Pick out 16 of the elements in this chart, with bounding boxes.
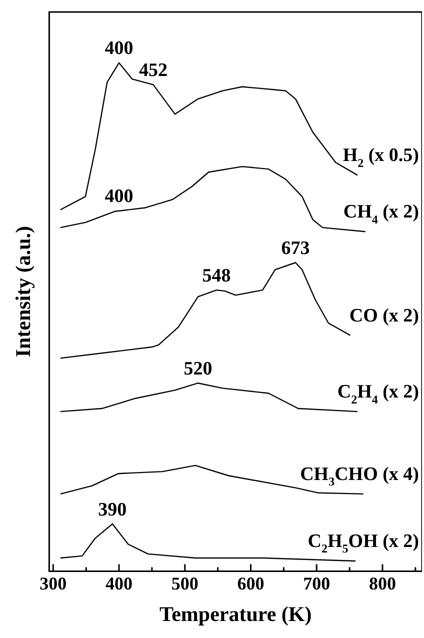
annotation: 520	[184, 358, 212, 380]
annotation: 390	[98, 499, 127, 520]
annotation: 452	[139, 60, 168, 82]
x-tick-label: 400	[106, 574, 133, 594]
annotation: 548	[202, 265, 231, 286]
annotation: 400	[104, 186, 134, 208]
x-tick-label: 800	[368, 574, 396, 594]
x-tick-label: 500	[171, 574, 198, 594]
annotation: 400	[104, 38, 134, 60]
x-tick-label: 700	[303, 574, 330, 594]
y-axis-title: Intensity (a.u.)	[11, 226, 36, 358]
x-tick-label: 300	[40, 574, 67, 594]
annotation: 673	[281, 238, 310, 260]
x-tick-label: 600	[237, 574, 264, 594]
series-label: CO (x 2)	[349, 305, 419, 326]
x-axis-title: Temperature (K)	[159, 602, 312, 626]
